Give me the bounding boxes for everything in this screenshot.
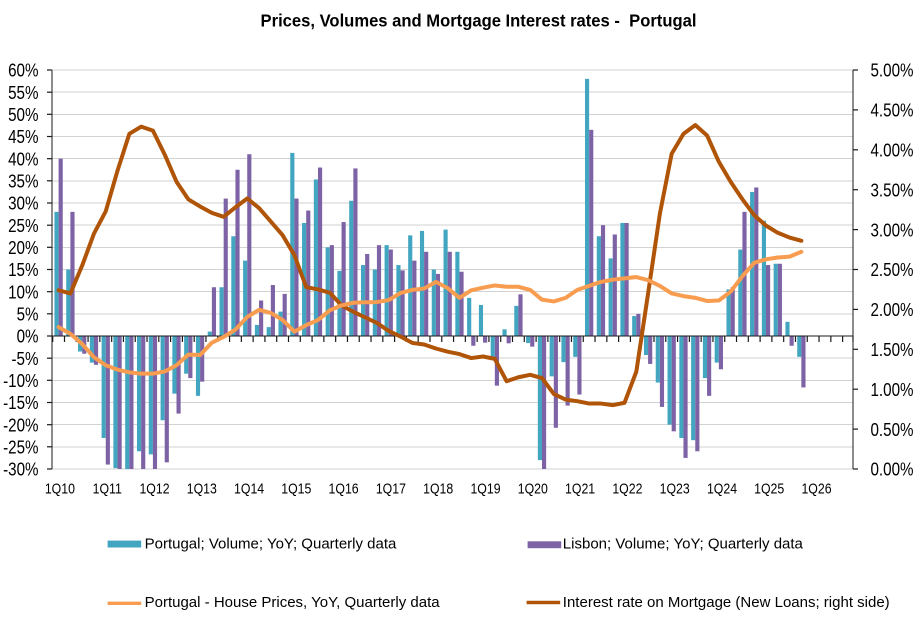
svg-text:1Q25: 1Q25 [754,481,784,498]
svg-text:-25%: -25% [3,437,38,458]
svg-text:0.00%: 0.00% [871,459,914,480]
svg-text:1Q19: 1Q19 [470,481,500,498]
svg-text:5.00%: 5.00% [871,60,914,81]
svg-text:1.00%: 1.00% [871,379,914,400]
svg-text:15%: 15% [8,259,38,280]
svg-text:Portugal; Volume; YoY; Quarter: Portugal; Volume; YoY; Quarterly data [145,536,397,553]
svg-text:1Q13: 1Q13 [187,481,217,498]
svg-text:4.00%: 4.00% [871,140,914,161]
svg-text:60%: 60% [8,60,38,81]
svg-text:1Q22: 1Q22 [612,481,642,498]
svg-text:1Q16: 1Q16 [329,481,359,498]
svg-text:3.50%: 3.50% [871,179,914,200]
svg-text:10%: 10% [8,281,38,302]
svg-text:4.50%: 4.50% [871,100,914,121]
svg-text:-30%: -30% [3,459,38,480]
svg-text:20%: 20% [8,237,38,258]
svg-text:3.00%: 3.00% [871,219,914,240]
svg-text:1Q24: 1Q24 [707,481,737,498]
svg-text:Portugal - House Prices, YoY,: Portugal - House Prices, YoY, Quarterly … [145,594,441,611]
svg-text:45%: 45% [8,126,38,147]
svg-text:1Q21: 1Q21 [565,481,595,498]
svg-text:35%: 35% [8,171,38,192]
svg-text:1.50%: 1.50% [871,339,914,360]
svg-text:50%: 50% [8,104,38,125]
svg-text:0%: 0% [17,326,39,347]
svg-text:1Q26: 1Q26 [801,481,831,498]
svg-text:5%: 5% [17,304,39,325]
svg-text:-10%: -10% [3,370,38,391]
svg-text:Lisbon; Volume; YoY; Quarterly: Lisbon; Volume; YoY; Quarterly data [563,536,804,553]
svg-text:1Q12: 1Q12 [139,481,169,498]
svg-text:25%: 25% [8,215,38,236]
svg-text:1Q10: 1Q10 [45,481,75,498]
svg-text:1Q17: 1Q17 [376,481,406,498]
svg-text:1Q15: 1Q15 [281,481,311,498]
svg-text:Interest rate on Mortgage (New: Interest rate on Mortgage (New Loans; ri… [563,594,890,611]
svg-text:2.00%: 2.00% [871,299,914,320]
svg-text:40%: 40% [8,148,38,169]
svg-text:30%: 30% [8,193,38,214]
svg-text:2.50%: 2.50% [871,259,914,280]
svg-text:1Q11: 1Q11 [93,481,122,498]
svg-text:-20%: -20% [3,414,38,435]
svg-text:Prices, Volumes and Mortgage I: Prices, Volumes and Mortgage Interest ra… [261,11,697,31]
svg-text:1Q14: 1Q14 [234,481,264,498]
svg-text:-5%: -5% [12,348,39,369]
svg-text:1Q18: 1Q18 [423,481,453,498]
svg-text:0.50%: 0.50% [871,419,914,440]
svg-text:-15%: -15% [3,392,38,413]
svg-text:55%: 55% [8,82,38,103]
svg-text:1Q20: 1Q20 [518,481,548,498]
svg-text:1Q23: 1Q23 [660,481,690,498]
